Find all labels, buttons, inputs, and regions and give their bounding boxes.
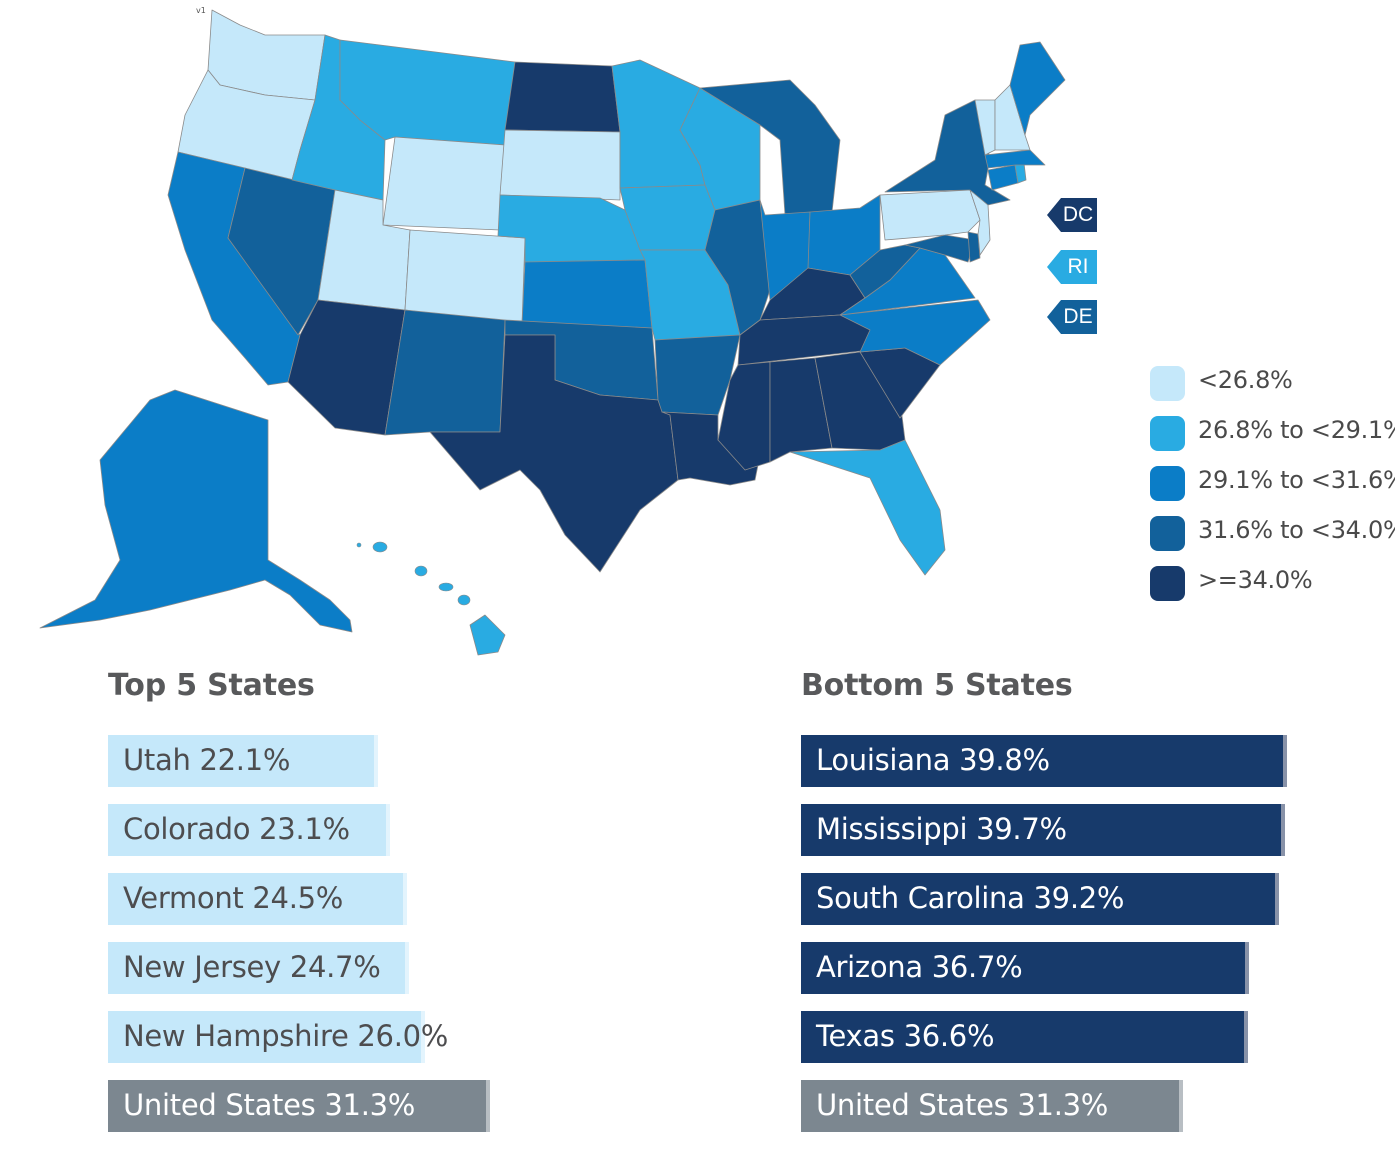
legend-item: 26.8% to <29.1% [1150,414,1395,454]
callout-ri: RI [1047,250,1097,284]
top5-title: Top 5 States [108,668,315,703]
bottom5-title: Bottom 5 States [801,668,1073,703]
bottom5-bar: Texas 36.6% [801,1011,1248,1063]
bottom5-us-bar: United States 31.3% [801,1080,1183,1132]
bottom5-bar: Louisiana 39.8% [801,735,1287,787]
top5-bar-label: New Hampshire 26.0% [123,1019,449,1053]
top5-bar-label: Colorado 23.1% [123,812,350,846]
bottom5-bar-label: Mississippi 39.7% [816,812,1067,846]
state-north-carolina [839,299,991,366]
us-choropleth-map [39,9,1066,656]
state-pennsylvania [879,189,981,241]
top5-bar: Colorado 23.1% [108,804,390,856]
top5-bar-label: Utah 22.1% [123,743,291,777]
legend-label: <26.8% [1198,366,1293,394]
hawaii-small-islands [356,541,471,606]
legend-swatch [1150,566,1185,601]
state-alaska [39,389,353,633]
top5-bar: Utah 22.1% [108,735,378,787]
legend-swatch [1150,466,1185,501]
state-new-york [884,99,1011,206]
top5-bar: Vermont 24.5% [108,873,407,925]
callout-ri-label: RI [1067,255,1089,278]
state-south-dakota [499,129,621,201]
state-delaware [967,231,981,263]
top5-bar: New Jersey 24.7% [108,942,409,994]
callout-ri-arrow [1047,250,1097,284]
state-wyoming [382,136,506,231]
bottom5-bar-label: Texas 36.6% [816,1019,995,1053]
state-texas [429,334,679,573]
state-colorado [404,229,526,326]
state-alabama [769,357,833,463]
state-north-dakota [504,61,621,133]
top5-us-label: United States 31.3% [123,1088,416,1122]
top5-us-bar: United States 31.3% [108,1080,490,1132]
legend-label: 31.6% to <34.0% [1198,516,1395,544]
bottom5-bar-label: South Carolina 39.2% [816,881,1125,915]
callout-de-label: DE [1063,305,1093,328]
bottom5-bar-label: Arizona 36.7% [816,950,1023,984]
legend-swatch [1150,416,1185,451]
state-new-mexico [384,309,506,436]
callout-dc-arrow [1047,198,1097,232]
legend-swatch [1150,516,1185,551]
state-maine [1009,41,1066,136]
legend-item: 31.6% to <34.0% [1150,514,1395,554]
bottom5-bar: Arizona 36.7% [801,942,1249,994]
state-massachusetts [984,149,1046,169]
state-kansas [521,259,653,329]
state-louisiana [661,411,761,486]
legend-item: 29.1% to <31.6% [1150,464,1395,504]
state-hawaii [469,614,506,656]
callout-de-arrow [1047,300,1097,334]
state-connecticut [987,164,1019,191]
state-new-hampshire [994,84,1031,151]
top5-bar-label: New Jersey 24.7% [123,950,381,984]
legend-item: <26.8% [1150,364,1395,404]
bottom5-bar-label: Louisiana 39.8% [816,743,1050,777]
legend-label: 26.8% to <29.1% [1198,416,1395,444]
map-version-mark: v1 [196,6,206,15]
legend-swatch [1150,366,1185,401]
legend-label: 29.1% to <31.6% [1198,466,1395,494]
legend-item: >=34.0% [1150,564,1395,604]
top5-bar: New Hampshire 26.0% [108,1011,448,1063]
bottom5-bar: South Carolina 39.2% [801,873,1279,925]
bottom5-us-label: United States 31.3% [816,1088,1109,1122]
state-florida [789,439,946,576]
bottom5-bar: Mississippi 39.7% [801,804,1285,856]
legend-label: >=34.0% [1198,566,1313,594]
callout-dc: DC [1047,198,1097,232]
callout-de: DE [1047,300,1097,334]
callout-dc-label: DC [1062,203,1094,226]
top5-bar-label: Vermont 24.5% [123,881,344,915]
